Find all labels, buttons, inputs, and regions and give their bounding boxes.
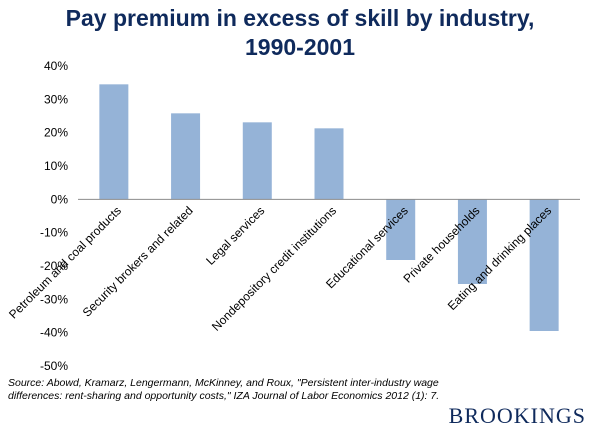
- y-tick-label: -10%: [40, 226, 68, 240]
- bar: [242, 122, 272, 200]
- x-category-label: Legal services: [203, 204, 267, 268]
- chart-title-line-1: Pay premium in excess of skill by indust…: [65, 5, 535, 31]
- bar: [99, 84, 129, 200]
- chart-title: Pay premium in excess of skill by indust…: [40, 4, 560, 62]
- bar: [386, 199, 416, 260]
- y-tick-label: -40%: [40, 326, 68, 340]
- x-category-label: Nondepository credit institutions: [209, 204, 339, 334]
- bar: [171, 113, 201, 200]
- y-tick-label: 20%: [44, 126, 68, 140]
- y-tick-label: -50%: [40, 359, 68, 373]
- y-tick-label: -20%: [40, 259, 68, 273]
- chart-title-line-2: 1990-2001: [245, 34, 355, 60]
- brookings-logo: BROOKINGS: [448, 403, 586, 428]
- y-tick-label: 10%: [44, 159, 68, 173]
- bar: [529, 199, 559, 331]
- bar: [457, 199, 487, 284]
- bar: [314, 128, 344, 200]
- y-tick-label: 0%: [51, 192, 69, 206]
- y-tick-label: 30%: [44, 92, 68, 106]
- source-note: Source: Abowd, Kramarz, Lengermann, McKi…: [8, 377, 440, 402]
- y-tick-label: 40%: [44, 59, 68, 73]
- y-tick-label: -30%: [40, 292, 68, 306]
